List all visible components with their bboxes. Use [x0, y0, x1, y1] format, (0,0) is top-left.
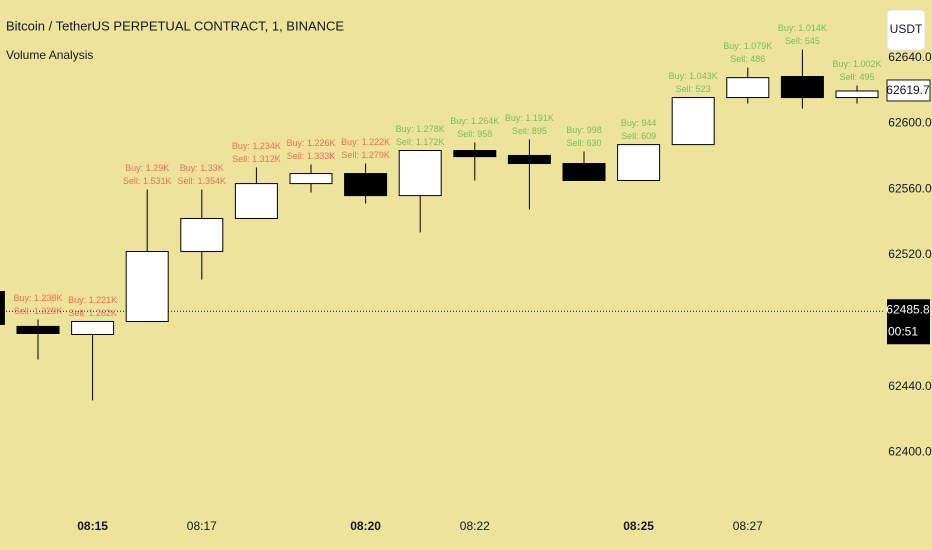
candle-body — [180, 217, 224, 253]
candle-body — [0, 291, 5, 325]
sell-label: Sell: 1.312K — [232, 154, 281, 164]
candle-body — [507, 154, 551, 165]
countdown-label: 00:51 — [888, 324, 918, 338]
sell-label: Sell: 1.329K — [14, 306, 63, 316]
currency-button[interactable] — [886, 9, 926, 51]
last-price-box — [886, 79, 931, 102]
buy-label: Buy: 1.079K — [723, 41, 772, 51]
buy-label: Buy: 1.014K — [778, 23, 827, 33]
candle-body — [780, 76, 824, 99]
y-tick-label: 62560.0 — [888, 181, 932, 195]
buy-label: Buy: 1.238K — [13, 293, 62, 303]
sell-label: Sell: 486 — [730, 54, 765, 64]
buy-label: Buy: 944 — [621, 118, 657, 128]
y-tick-label: 62600.0 — [888, 116, 932, 130]
sell-label: Sell: 1.354K — [178, 176, 227, 186]
sell-label: Sell: 630 — [566, 138, 601, 148]
sell-label: Sell: 1.262K — [68, 308, 117, 318]
buy-label: Buy: 998 — [566, 125, 602, 135]
x-tick-label: 08:27 — [733, 519, 763, 533]
x-tick-label: 08:20 — [350, 519, 381, 533]
buy-label: Buy: 1.002K — [832, 59, 881, 69]
candle-body — [398, 150, 442, 197]
currency-label[interactable]: USDT — [890, 22, 923, 36]
sell-label: Sell: 895 — [512, 126, 547, 136]
buy-label: Buy: 1.278K — [396, 124, 445, 134]
candle-body — [344, 173, 388, 197]
chart-subtitle: Volume Analysis — [6, 48, 93, 62]
sell-label: Sell: 609 — [621, 131, 656, 141]
x-tick-label: 08:25 — [623, 519, 654, 533]
buy-label: Buy: 1.222K — [341, 137, 390, 147]
y-tick-label: 62440.0 — [888, 379, 932, 393]
candle-body — [562, 163, 606, 181]
sell-label: Sell: 545 — [785, 36, 820, 46]
mark-price-box — [887, 299, 930, 345]
mark-price-label: 62485.8 — [886, 302, 930, 316]
x-tick-label: 08:15 — [77, 519, 108, 533]
candle-body — [617, 144, 661, 181]
buy-label: Buy: 1.221K — [68, 295, 117, 305]
candle-body — [16, 325, 60, 334]
buy-label: Buy: 1.043K — [669, 71, 718, 81]
y-tick-label: 62520.0 — [888, 247, 932, 261]
candle-body — [726, 77, 770, 99]
candle-body — [71, 320, 115, 335]
last-price-label: 62619.7 — [886, 83, 930, 97]
sell-label: Sell: 1.172K — [396, 137, 445, 147]
buy-label: Buy: 1.226K — [286, 138, 335, 148]
candle-body — [671, 97, 715, 146]
sell-label: Sell: 495 — [839, 72, 874, 82]
buy-label: Buy: 1.29K — [125, 163, 169, 173]
y-tick-label: 62640.0 — [888, 50, 932, 64]
candle-body — [453, 150, 497, 158]
buy-label: Buy: 1.33K — [180, 163, 224, 173]
buy-label: Buy: 1.264K — [450, 116, 499, 126]
sell-label: Sell: 1.531K — [123, 176, 172, 186]
sell-label: Sell: 958 — [457, 129, 492, 139]
sell-label: Sell: 523 — [676, 84, 711, 94]
buy-label: Buy: 1.234K — [232, 141, 281, 151]
x-tick-label: 08:22 — [460, 519, 490, 533]
candle-body — [289, 173, 333, 185]
plot-area — [0, 49, 885, 401]
sell-label: Sell: 1.333K — [287, 151, 336, 161]
buy-label: Buy: 1.191K — [505, 113, 554, 123]
x-tick-label: 08:17 — [187, 519, 217, 533]
chart-title: Bitcoin / TetherUS PERPETUAL CONTRACT, 1… — [6, 18, 344, 33]
y-tick-label: 62400.0 — [888, 445, 932, 459]
candle-body — [234, 183, 278, 219]
candle-body — [835, 90, 879, 99]
sell-label: Sell: 1.279K — [341, 150, 390, 160]
candle-body — [125, 251, 169, 322]
